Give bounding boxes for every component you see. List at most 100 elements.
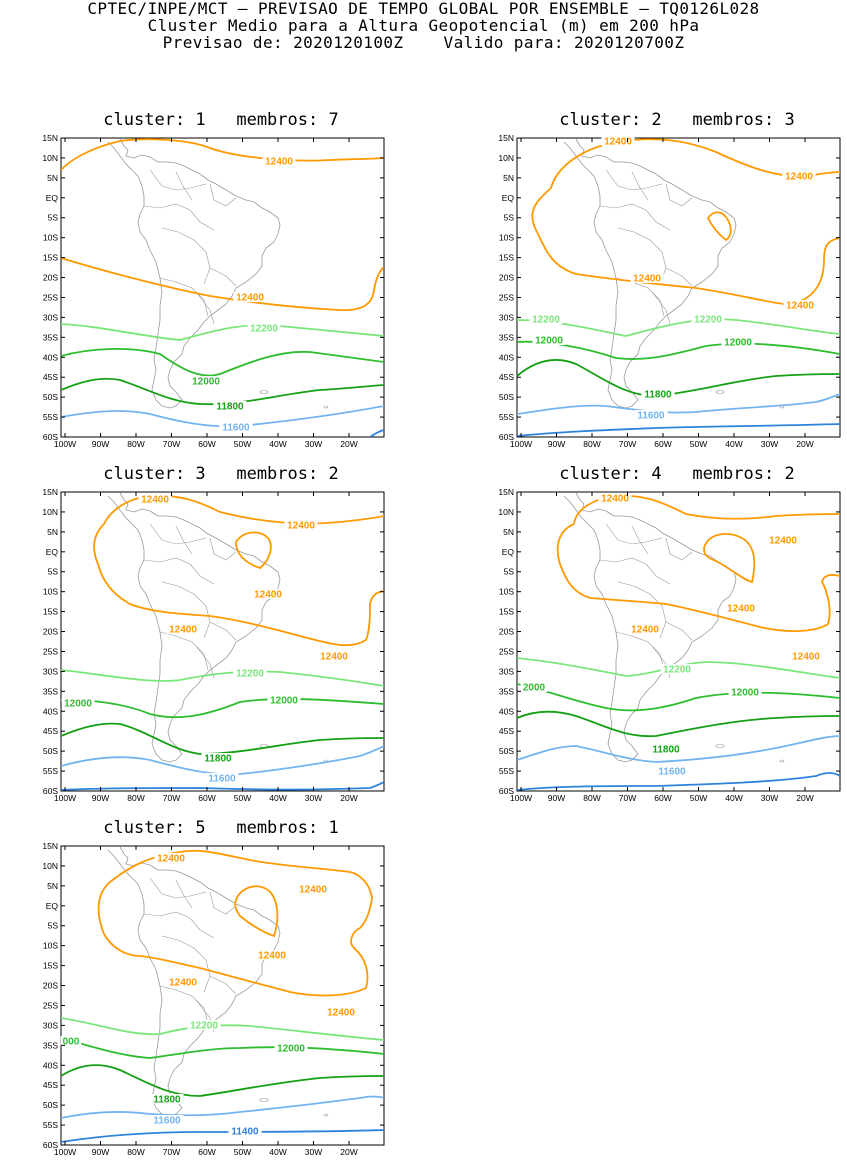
lat-label: 60S: [43, 786, 58, 796]
lat-label: 15N: [42, 841, 58, 851]
contour-line: [61, 1037, 384, 1059]
map-plot: 12400 12400 12200 12000 11800 11600 15N 10N 5N EQ…: [42, 133, 385, 449]
contour-label: 11800: [652, 745, 680, 756]
lon-label: 90W: [92, 1147, 109, 1157]
continent-outline: [563, 138, 737, 409]
lat-label: 55S: [43, 412, 58, 422]
contour-line: [61, 1095, 384, 1119]
lat-label: 5N: [503, 173, 514, 183]
lat-label: 45S: [499, 372, 514, 382]
contour-label-bg: [189, 376, 223, 386]
contour-line: [61, 257, 384, 311]
lat-label: 15N: [498, 487, 514, 497]
panel-title: cluster: 3 membros: 2: [103, 464, 339, 484]
lat-label: EQ: [502, 193, 515, 203]
contour-line: [61, 323, 384, 341]
lat-label: 10N: [498, 153, 514, 163]
contour-line: [234, 885, 279, 938]
contour-label-bg: [205, 773, 239, 783]
contour-label: 12000: [192, 377, 220, 388]
lat-label: 30S: [43, 666, 58, 676]
cluster-panel-4: cluster: 4 membros: 2 12400 12400 12400 124…: [456, 464, 847, 809]
country-border: [665, 621, 693, 641]
lat-label: 35S: [499, 686, 514, 696]
contour-label-bg: [201, 753, 235, 763]
contour-label-bg: [317, 651, 351, 661]
contour-label: 12400: [785, 172, 813, 183]
lat-label: 5S: [48, 921, 59, 931]
lat-label: 10S: [43, 941, 58, 951]
lat-label: 15S: [43, 961, 58, 971]
contour-line: [517, 710, 840, 738]
contour-label: 12400: [287, 521, 315, 532]
lat-label: 50S: [499, 392, 514, 402]
contour-label-bg: [324, 1007, 358, 1017]
lon-label: 80W: [127, 793, 144, 803]
country-border: [209, 975, 237, 995]
map-frame: [60, 137, 385, 438]
cluster-panel-2: cluster: 2 membros: 3 12400 12400 12400 124…: [456, 110, 847, 455]
contour-label: 11800: [204, 754, 232, 765]
contour-label: 11800: [216, 402, 244, 413]
contour-label: 12400: [157, 854, 185, 865]
lat-label: 10N: [42, 153, 58, 163]
lon-label: 20W: [796, 439, 813, 449]
lat-label: 45S: [499, 726, 514, 736]
contour-line: [97, 849, 373, 997]
lon-label: 70W: [619, 439, 636, 449]
cluster-panel-5: cluster: 5 membros: 1 12400 12400 12400 124…: [0, 818, 400, 1163]
contour-label-bg: [532, 335, 566, 345]
lat-label: 15S: [43, 253, 58, 263]
lon-label: 40W: [269, 793, 286, 803]
header-line-3: Previsao de: 2020120100Z Valido para: 20…: [162, 33, 685, 52]
lon-label: 90W: [548, 439, 565, 449]
contour-line: [517, 423, 840, 437]
contour-label: 11800: [644, 390, 672, 401]
lat-label: 30S: [43, 312, 58, 322]
contour-label: 000: [63, 1037, 80, 1048]
lat-label: 30S: [499, 666, 514, 676]
contour-line: [61, 377, 384, 406]
contour-label: 11600: [658, 767, 686, 778]
lon-label: 70W: [163, 1147, 180, 1157]
contour-label: 12000: [277, 1044, 305, 1055]
lat-label: 5S: [504, 213, 515, 223]
contour-label: 12000: [731, 688, 759, 699]
contour-label: 12200: [532, 315, 560, 326]
country-border: [161, 581, 211, 639]
lat-label: 25S: [499, 646, 514, 656]
contour-label-bg: [138, 494, 172, 504]
lon-label: 100W: [54, 1147, 76, 1157]
island: [779, 759, 785, 763]
contour-label-bg: [284, 520, 318, 530]
lat-label: 60S: [499, 786, 514, 796]
lat-label: 40S: [499, 352, 514, 362]
contour-label-bg: [641, 389, 675, 399]
contour-label: 12400: [254, 590, 282, 601]
contour-label: 12000: [270, 696, 298, 707]
country-border: [143, 911, 215, 939]
contour-label-bg: [782, 171, 816, 181]
contour-label-bg: [150, 1115, 184, 1125]
country-border: [195, 291, 215, 325]
contour-label: 11600: [637, 411, 665, 422]
contour-label: 12400: [601, 494, 629, 505]
contour-line: [517, 772, 840, 791]
contour-line: [517, 318, 840, 337]
contour-label-bg: [251, 589, 285, 599]
lon-label: 100W: [510, 439, 532, 449]
lat-label: 5S: [504, 567, 515, 577]
contour-line: [61, 405, 384, 428]
contour-label-bg: [660, 664, 694, 674]
lon-label: 50W: [690, 439, 707, 449]
country-border: [175, 879, 193, 909]
lat-label: 40S: [43, 706, 58, 716]
lon-label: 30W: [761, 793, 778, 803]
lat-label: 20S: [43, 273, 58, 283]
lon-label: 80W: [583, 439, 600, 449]
contour-label: 2000: [523, 683, 546, 694]
lon-label: 50W: [234, 439, 251, 449]
country-border: [617, 227, 667, 285]
lat-label: 35S: [499, 332, 514, 342]
map-plot: 12400 12400 12400 12400 12400 12200 2000 12000 1…: [498, 487, 841, 803]
